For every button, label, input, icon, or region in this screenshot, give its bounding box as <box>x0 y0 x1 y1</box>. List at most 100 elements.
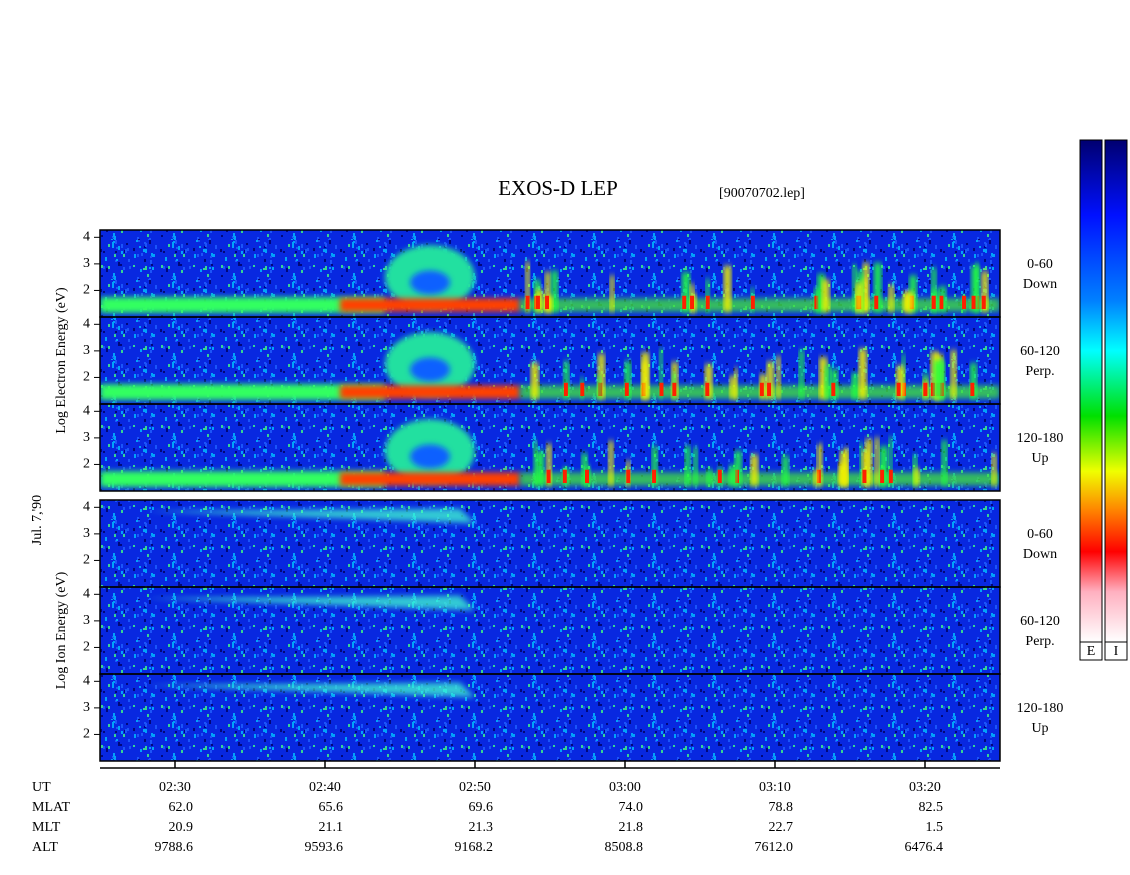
burst-core <box>814 295 819 310</box>
burst-core <box>981 295 986 310</box>
color-bar <box>1104 139 1128 643</box>
burst <box>705 364 713 399</box>
burst <box>819 443 823 486</box>
y-tick-label: 3 <box>83 430 90 445</box>
burst <box>816 444 821 486</box>
ephemeris-value: 69.6 <box>469 800 494 815</box>
burst-core <box>652 469 657 484</box>
ion-beam <box>145 508 475 524</box>
panel-label: 60-120 <box>1020 614 1060 629</box>
ephemeris-value: 21.8 <box>619 820 644 835</box>
ephemeris-value: 20.9 <box>169 820 194 835</box>
burst-core <box>545 295 550 310</box>
burst <box>642 361 648 399</box>
y-tick-label: 4 <box>83 674 90 689</box>
burst <box>525 261 530 312</box>
color-bar-label-box <box>1104 641 1128 661</box>
date-label: Jul. 7,'90 <box>30 495 45 545</box>
ephemeris-value: 21.3 <box>469 820 494 835</box>
blob-core <box>410 357 450 382</box>
y-tick-label: 2 <box>83 370 90 385</box>
ephemeris-name: MLAT <box>32 800 71 815</box>
ephemeris-name: ALT <box>32 840 58 855</box>
burst <box>888 284 894 312</box>
burst-core <box>888 469 893 484</box>
burst-core <box>767 382 772 397</box>
ephemeris-value: 22.7 <box>769 820 794 835</box>
chart-title: EXOS-D LEP <box>498 176 618 200</box>
y-tick-label: 2 <box>83 640 90 655</box>
y-tick-label: 4 <box>83 404 90 419</box>
x-tick-label: 03:00 <box>609 780 641 795</box>
burst <box>545 271 551 312</box>
warm-band <box>520 472 1000 486</box>
hot-band <box>340 472 520 486</box>
burst <box>734 367 738 399</box>
burst <box>685 445 691 486</box>
burst-core <box>535 295 540 310</box>
burst <box>813 469 819 486</box>
burst-core <box>896 382 901 397</box>
ephemeris-value: 78.8 <box>769 800 794 815</box>
burst-core <box>580 382 585 397</box>
burst-core <box>624 382 629 397</box>
y-tick-label: 4 <box>83 230 90 245</box>
blob-core <box>410 444 450 469</box>
panel-label: 0-60 <box>1027 257 1053 272</box>
ephemeris-value: 6476.4 <box>905 840 944 855</box>
burst <box>610 275 615 312</box>
burst <box>852 264 857 312</box>
panel-sublabel: Up <box>1031 721 1048 736</box>
burst <box>608 440 614 486</box>
burst <box>750 454 758 486</box>
burst-core <box>705 382 710 397</box>
panel-label: 120-180 <box>1017 701 1064 716</box>
ephemeris-value: 82.5 <box>919 800 944 815</box>
spectrogram <box>100 230 1000 761</box>
burst-core <box>759 382 764 397</box>
burst-core <box>562 469 567 484</box>
low-energy-band <box>100 297 385 314</box>
burst <box>913 467 920 486</box>
panel-label: 60-120 <box>1020 344 1060 359</box>
burst <box>598 353 605 399</box>
burst <box>817 274 825 312</box>
burst <box>970 363 977 399</box>
burst <box>734 450 742 486</box>
burst <box>906 292 914 312</box>
ephemeris-name: MLT <box>32 820 61 835</box>
warm-band <box>520 298 1000 312</box>
hot-band <box>340 298 520 312</box>
panel-sublabel: Down <box>1023 547 1057 562</box>
ephemeris-value: 9788.6 <box>155 840 194 855</box>
burst <box>551 270 558 312</box>
burst <box>652 446 658 486</box>
y-tick-label: 3 <box>83 343 90 358</box>
burst <box>799 349 804 399</box>
burst <box>865 439 872 486</box>
burst-core <box>971 295 976 310</box>
burst-core <box>962 295 967 310</box>
burst <box>729 375 736 399</box>
burst-core <box>862 469 867 484</box>
x-tick-label: 03:10 <box>759 780 791 795</box>
burst <box>856 282 863 312</box>
burst <box>767 361 774 399</box>
burst-core <box>717 469 722 484</box>
y-tick-label: 3 <box>83 256 90 271</box>
burst <box>706 469 712 486</box>
panel-label: 0-60 <box>1027 527 1053 542</box>
y-tick-label: 2 <box>83 553 90 568</box>
y-axis-label: Log Ion Energy (eV) <box>54 571 69 689</box>
low-energy-band <box>100 471 385 488</box>
burst <box>776 355 781 399</box>
burst-core <box>923 382 928 397</box>
burst <box>950 350 957 399</box>
x-tick-label: 02:30 <box>159 780 191 795</box>
burst-core <box>659 382 664 397</box>
y-axis-label: Log Electron Energy (eV) <box>54 287 69 434</box>
y-tick-label: 4 <box>83 317 90 332</box>
color-bar-label: I <box>1114 644 1119 659</box>
burst-core <box>585 469 590 484</box>
y-tick-label: 4 <box>83 587 90 602</box>
